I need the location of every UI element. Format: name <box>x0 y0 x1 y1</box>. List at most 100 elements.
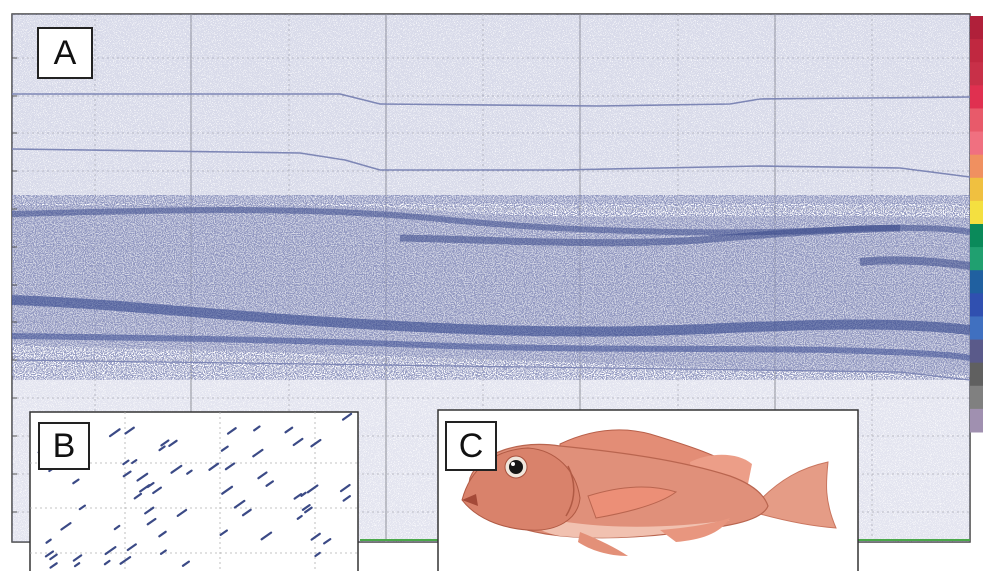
fish-pupil <box>509 460 523 474</box>
fish-target <box>221 485 234 495</box>
color-scale-swatch <box>970 408 983 433</box>
fish-pectoral-fin <box>587 486 678 519</box>
color-scale-swatch <box>970 39 983 63</box>
fish-target <box>144 506 155 515</box>
color-scale-swatch <box>970 293 983 317</box>
fish-target <box>314 551 321 558</box>
fish-target <box>310 438 322 448</box>
fish-target <box>158 445 166 452</box>
fish-target <box>186 469 193 475</box>
fish-target <box>152 486 162 495</box>
fish-target <box>300 491 307 497</box>
fish-target <box>78 504 87 511</box>
echogram-dense-band-5 <box>859 256 970 270</box>
fish-target <box>292 437 304 447</box>
fish-target <box>159 549 167 556</box>
color-scale-swatch <box>970 270 983 294</box>
fish-mouth <box>462 494 478 506</box>
fish-target <box>131 459 138 465</box>
echogram-dense-band-4 <box>12 333 970 361</box>
fish-target <box>233 499 246 509</box>
fish-target <box>342 495 351 502</box>
fish-target <box>176 508 188 518</box>
fish-target <box>310 532 321 541</box>
fish-target <box>49 562 58 569</box>
color-scale-bar <box>970 16 983 433</box>
fish-target <box>73 562 81 568</box>
fish-target <box>122 470 132 478</box>
fish-target <box>133 492 143 500</box>
fish-target <box>253 425 261 432</box>
fish-target <box>108 428 121 438</box>
fish-pelvic-fin <box>578 532 628 556</box>
fish-gill <box>565 465 575 517</box>
fish-target <box>304 506 313 514</box>
fish-target <box>122 459 130 466</box>
color-scale-swatch <box>970 108 983 133</box>
fish-target <box>49 553 58 561</box>
fish-target <box>260 531 273 541</box>
echogram-trace-line-1 <box>12 93 970 107</box>
fish-target <box>257 471 268 480</box>
fish-target <box>146 517 157 526</box>
fish-target <box>136 472 149 482</box>
fish-target <box>208 462 220 471</box>
fish-target <box>170 464 183 474</box>
fish-target <box>158 530 167 538</box>
color-scale-swatch <box>970 131 983 156</box>
depth-axis-ticks <box>12 57 17 513</box>
color-scale-swatch <box>970 154 983 179</box>
fish-target <box>226 427 237 435</box>
fish-anal-fin <box>660 518 730 542</box>
fish-target <box>339 483 351 493</box>
color-scale-swatch <box>970 385 983 410</box>
fish-target <box>219 529 228 537</box>
panel-label-b: B <box>38 422 90 470</box>
fish-target <box>301 504 311 511</box>
fish-target <box>306 484 319 494</box>
color-scale-swatch <box>970 85 983 109</box>
fish-target <box>119 555 132 565</box>
panel-label-a: A <box>37 27 93 79</box>
fish-target <box>104 545 117 556</box>
color-scale-swatch <box>970 200 983 225</box>
fish-photo <box>461 429 837 556</box>
color-scale-swatch <box>970 339 983 364</box>
fish-target <box>224 462 236 471</box>
color-scale-swatch <box>970 224 983 248</box>
color-scale-swatch <box>970 62 983 86</box>
echogram-noise-upper <box>12 14 970 204</box>
fish-target <box>220 445 229 452</box>
fish-target <box>113 524 121 531</box>
fish-target <box>341 412 353 421</box>
color-scale-swatch <box>970 316 983 341</box>
echogram-trace-line-2 <box>12 148 970 178</box>
echogram-dense-band-3 <box>12 295 970 337</box>
fish-eye-highlight <box>511 462 515 466</box>
fish-target <box>124 426 135 435</box>
color-scale-swatch <box>970 177 983 202</box>
color-scale-swatch <box>970 16 983 40</box>
color-scale-swatch <box>970 247 983 271</box>
fish-target <box>160 439 170 447</box>
echogram-trace-line-3 <box>12 359 970 381</box>
fish-target <box>103 559 111 566</box>
inset-b-grid <box>30 412 358 571</box>
fish-target <box>296 514 303 520</box>
echogram-dense-band-2 <box>399 224 901 247</box>
inset-panel-c <box>437 409 859 571</box>
fish-target <box>252 448 264 458</box>
fish-tail <box>759 461 837 529</box>
fish-target <box>241 508 252 517</box>
fish-target <box>45 538 52 544</box>
fish-target <box>146 481 155 489</box>
fish-target <box>72 554 83 562</box>
fish-target <box>284 426 294 434</box>
fish-target <box>60 521 72 531</box>
fish-target <box>44 550 55 558</box>
fish-target <box>126 543 137 552</box>
fish-target <box>72 478 80 485</box>
panel-label-c: C <box>445 421 497 471</box>
fish-target <box>323 537 332 545</box>
